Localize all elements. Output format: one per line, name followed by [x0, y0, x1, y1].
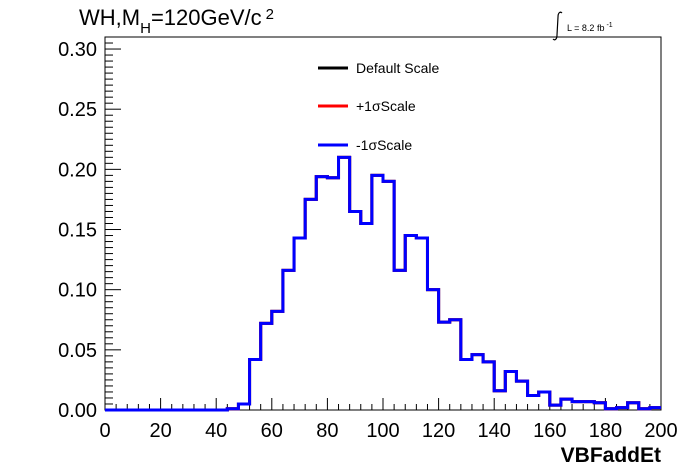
- y-tick-label: 0.20: [58, 159, 97, 181]
- legend-label-plus: +1σScale: [356, 98, 416, 114]
- legend: Default Scale +1σScale -1σScale: [318, 60, 439, 153]
- x-axis: 0 20 40 60 80 100 120 140 160 180 200: [99, 398, 678, 442]
- x-tick-label: 140: [478, 420, 511, 442]
- y-tick-label: 0.10: [58, 280, 97, 302]
- x-tick-label: 160: [533, 420, 566, 442]
- legend-label-default: Default Scale: [356, 60, 439, 76]
- y-tick-label: 0.15: [58, 220, 97, 242]
- chart-title: WH,MH=120GeV/c 2: [79, 5, 274, 37]
- x-tick-label: 120: [422, 420, 455, 442]
- legend-label-minus: -1σScale: [356, 137, 412, 153]
- x-tick-label: 200: [644, 420, 677, 442]
- x-tick-label: 100: [366, 420, 399, 442]
- series-minus-1sigma-scale: [105, 155, 661, 412]
- y-axis: 0.00 0.05 0.10 0.15 0.20 0.25 0.30: [58, 36, 121, 422]
- series-layer: [105, 155, 661, 412]
- x-tick-label: 20: [149, 420, 171, 442]
- luminosity-label: L = 8.2 fb -1: [552, 11, 613, 41]
- svg-text:L = 8.2 fb-1: L = 8.2 fb -1: [567, 22, 613, 33]
- x-tick-label: 0: [99, 420, 110, 442]
- x-tick-label: 180: [589, 420, 622, 442]
- series-plus-1sigma-scale: [105, 155, 661, 412]
- y-tick-label: 0.30: [58, 39, 97, 61]
- series-default-scale: [105, 155, 661, 412]
- x-tick-label: 80: [316, 420, 338, 442]
- y-tick-label: 0.05: [58, 340, 97, 362]
- y-tick-label: 0.25: [58, 99, 97, 121]
- x-axis-title: VBFaddEt: [561, 444, 661, 467]
- integral-symbol: [552, 11, 563, 41]
- plot-frame: [104, 36, 662, 411]
- x-tick-label: 60: [261, 420, 283, 442]
- y-tick-label: 0.00: [58, 400, 97, 422]
- x-tick-label: 40: [205, 420, 227, 442]
